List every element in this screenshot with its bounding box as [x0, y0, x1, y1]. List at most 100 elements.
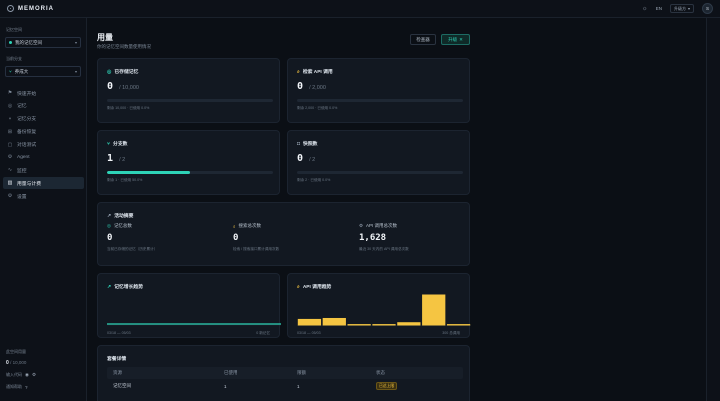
- api-bar: [297, 318, 322, 326]
- flag-icon: ⚑: [7, 90, 13, 96]
- sidebar-item-2[interactable]: ⑂ 记忆分支: [3, 113, 84, 125]
- quota-used: 0: [6, 360, 9, 366]
- branches-count: 1: [107, 153, 114, 164]
- search-icon: ⌕: [297, 68, 300, 75]
- col-used: 已使用: [224, 370, 238, 375]
- growth-total: 0 新记忆: [256, 331, 270, 335]
- sidebar-item-6[interactable]: ∿ 监控: [3, 164, 84, 176]
- search-value: 0 / 2,000: [297, 81, 326, 92]
- memories-count: 0: [107, 81, 114, 92]
- memory-growth-chart-card: ↗ 记忆增长趋势 03/18 — 05/03 0 新记忆: [97, 273, 281, 338]
- user-label[interactable]: 输入代码: [6, 372, 22, 377]
- space-select-value: 我的记忆空间: [15, 39, 42, 45]
- avatar[interactable]: S: [702, 3, 713, 14]
- upgrade-button[interactable]: 升级 ✕: [441, 34, 470, 45]
- memories-foot: 剩余 10,000 · 已使用 0.0%: [107, 106, 150, 110]
- sidebar-item-label: Agent: [17, 154, 30, 160]
- search-icon: ⌕: [297, 283, 300, 290]
- page-subtitle: 你的记忆空间数量使用情况: [97, 44, 151, 49]
- growth-chart: [107, 323, 281, 326]
- branches-progress: [107, 171, 273, 174]
- search-foot: 剩余 2,000 · 已使用 0.0%: [297, 106, 338, 110]
- api-chart-title: API 调用趋势: [302, 285, 332, 290]
- chat-icon: ▢: [7, 141, 13, 148]
- api-title-row: ⌕ API 调用趋势: [297, 283, 332, 291]
- branches-title: 分支数: [113, 142, 128, 147]
- sidebar-item-8[interactable]: ⚙ 设置: [3, 190, 84, 202]
- api-calls-chart-card: ⌕ API 调用趋势 03/18 — 05/03 300 总调用: [287, 273, 471, 338]
- api-bar: [322, 317, 346, 326]
- sun-icon[interactable]: ☼: [641, 5, 648, 12]
- brain-logo-icon: [7, 5, 14, 12]
- language-switch[interactable]: EN: [655, 6, 662, 11]
- chevron-down-icon: ▾: [74, 69, 77, 74]
- plan-table-header: 资源 已使用 限额 状态: [107, 367, 463, 379]
- backup-icon: ⊞: [7, 128, 13, 135]
- sidebar-item-3[interactable]: ⊞ 备份恢复: [3, 126, 84, 138]
- sidebar-item-label: 对话测试: [17, 143, 37, 149]
- branches-foot: 剩余 1 · 已使用 50.0%: [107, 178, 143, 182]
- activity-api: ⚙ API 调用总次数 1,628 最近 30 天内的 API 调用总次数: [359, 223, 409, 252]
- growth-title-row: ↗ 记忆增长趋势: [107, 283, 143, 291]
- sidebar-item-1[interactable]: ◎ 记忆: [3, 100, 84, 112]
- sidebar-item-0[interactable]: ⚑ 快速开始: [3, 87, 84, 99]
- activity-title-row: ↗ 活动摘要: [107, 212, 133, 220]
- eye-icon[interactable]: ◉: [25, 372, 29, 377]
- branch-label: 当前分支: [6, 56, 22, 61]
- activity-memories: ◎ 记忆总数 0 当前已存储的记忆（历史累计）: [107, 223, 157, 252]
- branch-select[interactable]: ⑂ 养成大 ▾: [5, 66, 81, 77]
- search-icon: ⌕: [233, 223, 236, 229]
- branches-value: 1 / 2: [107, 153, 125, 164]
- activity-memories-desc: 当前已存储的记忆（历史累计）: [107, 247, 158, 251]
- activity-search-label: 搜索总次数: [238, 223, 262, 228]
- api-bar: [397, 322, 421, 326]
- sidebar-item-4[interactable]: ▢ 对话测试: [3, 139, 84, 151]
- activity-summary-card: ↗ 活动摘要 ◎ 记忆总数 0 当前已存储的记忆（历史累计） ⌕ 搜索总次数 0 检索…: [97, 202, 470, 266]
- activity-memories-head: ◎ 记忆总数: [107, 223, 157, 229]
- help-row: 通知帮助 ?: [6, 384, 82, 390]
- trend-icon: ↗: [107, 212, 112, 219]
- activity-api-desc: 最近 30 天内的 API 调用总次数: [359, 247, 409, 251]
- status-dot-icon: [9, 41, 12, 44]
- growth-chart-title: 记忆增长趋势: [114, 285, 143, 290]
- sidebar-item-label: 记忆: [17, 104, 27, 110]
- sidebar-quota: 此空间用量 0 / 10,000 输入代码 ◉ ⚙ 通知帮助 ?: [6, 349, 82, 390]
- search-total: / 2,000: [309, 85, 326, 91]
- memories-total: / 10,000: [119, 85, 139, 91]
- upgrade-label: 升级: [448, 36, 458, 42]
- line-chart-icon: ↗: [107, 283, 112, 290]
- quota-value: 0 / 10,000: [6, 360, 82, 366]
- settings-icon: ⚙: [7, 193, 13, 200]
- brand[interactable]: MEMORIA: [7, 5, 54, 12]
- brain-icon: ◎: [107, 223, 111, 228]
- activity-search-value: 0: [233, 233, 239, 243]
- gear-icon[interactable]: ⚙: [31, 372, 36, 377]
- page-scrollbar[interactable]: [706, 18, 720, 401]
- check-button[interactable]: 检查器: [410, 34, 436, 45]
- space-select[interactable]: 我的记忆空间 ▾: [5, 37, 81, 48]
- api-total: 300 总调用: [442, 331, 460, 335]
- plan-select[interactable]: 升级方 ▾: [669, 4, 694, 13]
- plan-title-row: 套餐详情: [107, 355, 126, 362]
- activity-memories-value: 0: [107, 233, 113, 243]
- activity-api-head: ⚙ API 调用总次数: [359, 223, 409, 229]
- snapshots-foot: 剩余 2 · 已使用 0.0%: [297, 178, 331, 182]
- col-status: 状态: [376, 370, 385, 375]
- sidebar-item-5[interactable]: ⚙ Agent: [3, 151, 84, 163]
- memories-value: 0 / 10,000: [107, 81, 139, 92]
- sidebar-item-label: 备份恢复: [17, 130, 37, 136]
- help-icon[interactable]: ?: [25, 384, 28, 390]
- activity-search-head: ⌕ 搜索总次数: [233, 223, 279, 229]
- page-title: 用量: [97, 33, 113, 42]
- row-status-cell: 已达上限: [376, 382, 463, 390]
- help-label[interactable]: 通知帮助: [6, 384, 22, 389]
- plan-table: 资源 已使用 限额 状态 记忆空间 1 1 已达上限: [107, 367, 463, 393]
- row-used: 1: [224, 383, 227, 389]
- snapshots-value: 0 / 2: [297, 153, 315, 164]
- sidebar: 记忆空间 我的记忆空间 ▾ 当前分支 ⑂ 养成大 ▾ ⚑ 快速开始 ◎ 记忆 ⑂ 记忆分支…: [0, 18, 87, 401]
- sidebar-item-7[interactable]: ▥ 用量与计费: [3, 177, 84, 190]
- brain-icon: ◎: [7, 102, 13, 109]
- main-content: 用量 你的记忆空间数量使用情况 检查器 升级 ✕ ◎ 已存储记忆 0 / 10,0…: [87, 18, 720, 401]
- chevron-down-icon: ▾: [74, 40, 77, 45]
- snapshots-card: ◘ 快照数 0 / 2 剩余 2 · 已使用 0.0%: [287, 130, 470, 195]
